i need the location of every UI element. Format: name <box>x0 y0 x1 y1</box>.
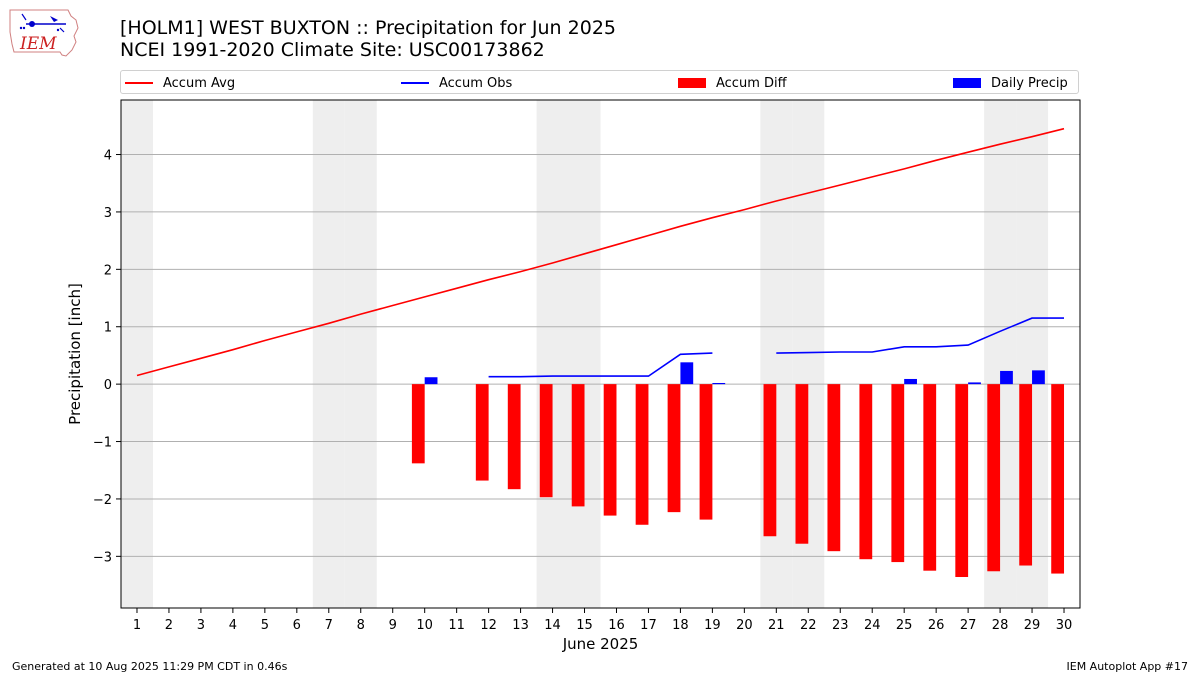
accum-diff-bar <box>955 384 969 578</box>
accum-diff-bar <box>507 384 521 490</box>
accum-diff-bar <box>795 384 809 544</box>
legend-swatch-accum-avg <box>125 82 153 84</box>
accum-diff-bar <box>539 384 553 498</box>
chart-title: [HOLM1] WEST BUXTON :: Precipitation for… <box>120 17 616 39</box>
weekend-shade <box>568 100 601 608</box>
daily-precip-bar <box>968 382 981 385</box>
svg-text:IEM: IEM <box>19 34 57 54</box>
footer-app-label: IEM Autoplot App #17 <box>1066 660 1189 673</box>
x-tick-label: 30 <box>1056 618 1073 633</box>
accum-diff-bar <box>763 384 777 537</box>
accum-diff-bar <box>827 384 841 552</box>
chart-subtitle: NCEI 1991-2020 Climate Site: USC00173862 <box>120 39 545 61</box>
x-tick-label: 10 <box>416 618 433 633</box>
daily-precip-bar <box>712 382 726 385</box>
weekend-shade <box>536 100 569 608</box>
weekend-shade <box>312 100 345 608</box>
y-axis-label: Precipitation [inch] <box>66 283 84 425</box>
accum-obs-line <box>776 317 1064 354</box>
x-tick-label: 6 <box>293 618 301 633</box>
x-tick-label: 1 <box>133 618 141 633</box>
y-tick-label: −1 <box>93 436 112 451</box>
accum-diff-bar <box>923 384 937 571</box>
x-tick-label: 5 <box>261 618 269 633</box>
accum-avg-line <box>136 127 1065 377</box>
accum-diff-bar <box>699 384 713 520</box>
x-tick-label: 13 <box>512 618 529 633</box>
footer-generated-text: Generated at 10 Aug 2025 11:29 PM CDT in… <box>12 660 288 673</box>
legend-swatch-daily-precip <box>953 78 981 88</box>
x-tick-label: 4 <box>229 618 237 633</box>
y-tick-label: 2 <box>104 263 112 278</box>
x-tick-label: 20 <box>736 618 753 633</box>
y-tick-label: −3 <box>93 550 112 565</box>
daily-precip-bar <box>904 378 917 385</box>
weekend-shade <box>344 100 377 608</box>
x-tick-label: 25 <box>896 618 913 633</box>
x-tick-label: 28 <box>992 618 1009 633</box>
x-tick-label: 16 <box>608 618 625 633</box>
x-tick-label: 2 <box>165 618 173 633</box>
x-tick-label: 17 <box>640 618 657 633</box>
legend-item-accum-obs: Accum Obs <box>401 73 512 93</box>
x-tick-label: 15 <box>576 618 593 633</box>
x-tick-label: 26 <box>928 618 945 633</box>
x-tick-label: 14 <box>544 618 561 633</box>
y-tick-label: −2 <box>93 493 112 508</box>
x-tick-label: 7 <box>325 618 333 633</box>
daily-precip-bar <box>1032 370 1045 385</box>
legend-label-accum-diff: Accum Diff <box>716 75 787 91</box>
x-tick-label: 11 <box>448 618 465 633</box>
x-tick-label: 9 <box>389 618 397 633</box>
accum-diff-bar <box>475 384 489 481</box>
accum-diff-bar <box>1019 384 1033 566</box>
x-tick-label: 27 <box>960 618 977 633</box>
x-tick-label: 21 <box>768 618 785 633</box>
legend-label-daily-precip: Daily Precip <box>991 75 1068 91</box>
daily-precip-bar <box>424 377 438 385</box>
legend-label-accum-avg: Accum Avg <box>163 75 236 91</box>
chart-legend: Accum Avg Accum Obs Accum Diff Daily Pre… <box>120 70 1079 94</box>
x-axis-label: June 2025 <box>562 635 639 653</box>
accum-diff-bar <box>1051 384 1065 574</box>
plot-frame <box>120 99 1081 609</box>
x-tick-label: 8 <box>357 618 365 633</box>
legend-label-accum-obs: Accum Obs <box>439 75 513 91</box>
legend-item-accum-avg: Accum Avg <box>125 73 235 93</box>
legend-swatch-accum-obs <box>401 82 429 84</box>
y-tick-label: 4 <box>104 149 112 164</box>
daily-precip-bar <box>1000 370 1013 385</box>
y-tick-label: 3 <box>104 206 112 221</box>
accum-diff-bar <box>411 384 425 464</box>
accum-obs-line <box>488 352 713 378</box>
y-tick-label: 1 <box>104 321 112 336</box>
daily-precip-bar <box>680 362 694 385</box>
x-tick-label: 19 <box>704 618 721 633</box>
x-tick-label: 18 <box>672 618 689 633</box>
legend-swatch-accum-diff <box>678 78 706 88</box>
legend-item-daily-precip: Daily Precip <box>953 73 1068 93</box>
accum-diff-bar <box>667 384 681 513</box>
legend-item-accum-diff: Accum Diff <box>678 73 787 93</box>
iem-logo: IEM <box>8 6 80 60</box>
x-tick-label: 12 <box>480 618 497 633</box>
iowa-map-icon: IEM <box>9 9 79 57</box>
x-tick-label: 24 <box>864 618 881 633</box>
x-tick-label: 29 <box>1024 618 1041 633</box>
accum-diff-bar <box>603 384 617 516</box>
accum-diff-bar <box>987 384 1001 572</box>
accum-diff-bar <box>635 384 649 525</box>
weekend-shade <box>121 100 153 608</box>
accum-diff-bar <box>859 384 873 560</box>
x-tick-label: 3 <box>197 618 205 633</box>
y-tick-label: 0 <box>104 378 112 393</box>
x-tick-label: 23 <box>832 618 849 633</box>
accum-diff-bar <box>891 384 905 563</box>
x-tick-label: 22 <box>800 618 817 633</box>
accum-diff-bar <box>571 384 585 507</box>
